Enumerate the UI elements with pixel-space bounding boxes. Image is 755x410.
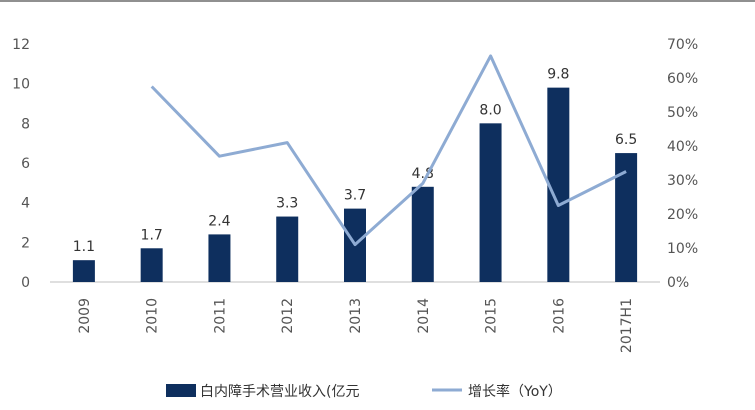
bar — [276, 216, 299, 282]
legend-line-label: 增长率（YoY） — [468, 383, 562, 400]
bar-data-label: 1.7 — [141, 227, 163, 243]
right-tick-label: 60% — [667, 71, 698, 87]
x-tick-label: 2009 — [77, 298, 93, 334]
left-tick-label: 12 — [12, 37, 30, 53]
bar-series — [72, 87, 638, 282]
bar — [479, 123, 502, 282]
x-tick-label: 2012 — [280, 298, 296, 334]
right-tick-label: 70% — [667, 37, 698, 53]
bar-data-label: 6.5 — [615, 132, 637, 148]
right-tick-label: 10% — [667, 241, 698, 257]
x-axis: 2009 2010 2011 2012 2013 2014 2015 2016 2017H1 — [77, 298, 635, 353]
bar-data-label: 1.1 — [73, 239, 95, 255]
right-tick-label: 40% — [667, 139, 698, 155]
left-tick-label: 10 — [12, 77, 30, 93]
bar-data-label: 3.3 — [276, 196, 298, 212]
left-tick-label: 0 — [21, 275, 30, 291]
bar-data-label: 9.8 — [547, 67, 569, 83]
right-tick-label: 20% — [667, 207, 698, 223]
x-tick-label: 2016 — [551, 298, 567, 334]
bar — [547, 87, 570, 282]
left-axis: 0 2 4 6 8 10 12 — [12, 37, 30, 291]
legend-bar-swatch — [166, 384, 196, 397]
bar-data-label: 2.4 — [208, 213, 230, 229]
bar — [615, 153, 638, 282]
bar — [140, 248, 163, 282]
bar-data-label: 3.7 — [344, 188, 366, 204]
x-tick-label: 2017H1 — [619, 298, 635, 353]
left-tick-label: 4 — [21, 196, 30, 212]
x-tick-label: 2015 — [484, 298, 500, 334]
bar — [72, 260, 95, 282]
growth-rate-line — [150, 54, 627, 247]
legend-bar-label: 白内障手术营业收入(亿元 — [200, 384, 359, 400]
legend: 白内障手术营业收入(亿元 增长率（YoY） — [166, 383, 562, 400]
left-tick-label: 6 — [21, 156, 30, 172]
x-tick-label: 2014 — [416, 298, 432, 334]
bar-data-label: 8.0 — [479, 102, 501, 118]
bar — [411, 186, 434, 282]
bar — [208, 234, 231, 282]
x-tick-label: 2013 — [348, 298, 364, 334]
x-tick-label: 2010 — [145, 298, 161, 334]
left-tick-label: 2 — [21, 235, 30, 251]
right-tick-label: 0% — [667, 275, 689, 291]
right-tick-label: 30% — [667, 173, 698, 189]
bar-data-labels: 1.11.72.43.3 3.74.88.09.86.5 — [73, 67, 637, 256]
right-tick-label: 50% — [667, 105, 698, 121]
right-axis: 0% 10% 20% 30% 40% 50% 60% 70% — [667, 37, 698, 291]
x-tick-label: 2011 — [212, 298, 228, 334]
left-tick-label: 8 — [21, 116, 30, 132]
